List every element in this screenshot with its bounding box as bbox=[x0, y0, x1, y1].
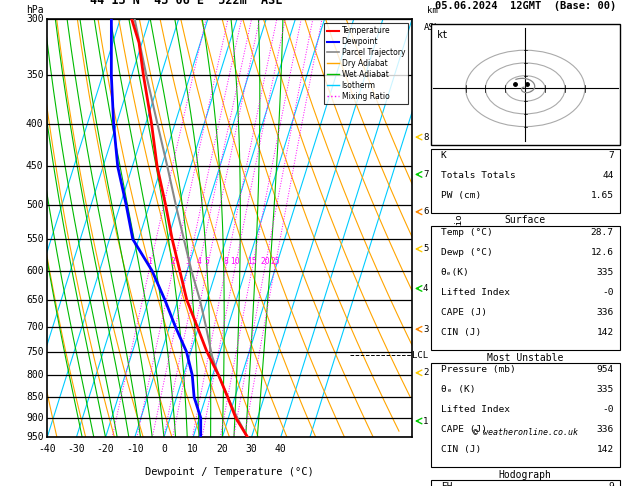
Text: 300: 300 bbox=[26, 15, 43, 24]
Text: 650: 650 bbox=[26, 295, 43, 305]
Text: Surface: Surface bbox=[504, 215, 546, 226]
Text: © weatheronline.co.uk: © weatheronline.co.uk bbox=[473, 428, 577, 436]
Text: ASL: ASL bbox=[424, 23, 440, 32]
Text: 900: 900 bbox=[26, 413, 43, 423]
Text: Dewpoint / Temperature (°C): Dewpoint / Temperature (°C) bbox=[145, 467, 314, 477]
Text: 10: 10 bbox=[187, 444, 199, 453]
Text: Hodograph: Hodograph bbox=[499, 469, 552, 480]
Text: 450: 450 bbox=[26, 161, 43, 172]
Bar bbox=[431, 149, 620, 213]
Text: 7: 7 bbox=[423, 170, 428, 179]
Text: -0: -0 bbox=[603, 288, 614, 297]
Text: 4: 4 bbox=[423, 284, 428, 293]
Text: Pressure (mb): Pressure (mb) bbox=[441, 365, 515, 374]
Text: Totals Totals: Totals Totals bbox=[441, 171, 515, 180]
Bar bbox=[431, 226, 620, 350]
Text: Dewp (°C): Dewp (°C) bbox=[441, 248, 493, 257]
Text: 40: 40 bbox=[275, 444, 287, 453]
Text: 20: 20 bbox=[260, 257, 270, 266]
Text: 2: 2 bbox=[171, 257, 175, 266]
Text: 05.06.2024  12GMT  (Base: 00): 05.06.2024 12GMT (Base: 00) bbox=[435, 1, 616, 11]
Text: 44: 44 bbox=[603, 171, 614, 180]
Text: 336: 336 bbox=[596, 308, 614, 317]
Text: 750: 750 bbox=[26, 347, 43, 357]
Text: 954: 954 bbox=[596, 365, 614, 374]
Text: 1: 1 bbox=[423, 417, 428, 426]
Text: 9: 9 bbox=[608, 482, 614, 486]
Text: -40: -40 bbox=[38, 444, 56, 453]
Text: 20: 20 bbox=[216, 444, 228, 453]
Text: 5: 5 bbox=[205, 257, 209, 266]
Text: 6: 6 bbox=[423, 208, 428, 216]
Text: 850: 850 bbox=[26, 392, 43, 402]
Bar bbox=[431, 363, 620, 468]
Text: Lifted Index: Lifted Index bbox=[441, 405, 509, 414]
Text: 142: 142 bbox=[596, 329, 614, 337]
Text: km: km bbox=[426, 6, 437, 15]
Text: 700: 700 bbox=[26, 322, 43, 331]
Text: Temp (°C): Temp (°C) bbox=[441, 228, 493, 237]
Text: 336: 336 bbox=[596, 425, 614, 434]
Text: CAPE (J): CAPE (J) bbox=[441, 425, 487, 434]
Text: 0: 0 bbox=[161, 444, 167, 453]
Text: 4: 4 bbox=[196, 257, 201, 266]
Text: CIN (J): CIN (J) bbox=[441, 329, 481, 337]
Text: -30: -30 bbox=[67, 444, 85, 453]
Text: kt: kt bbox=[437, 30, 448, 40]
Text: 1.65: 1.65 bbox=[591, 191, 614, 200]
Legend: Temperature, Dewpoint, Parcel Trajectory, Dry Adiabat, Wet Adiabat, Isotherm, Mi: Temperature, Dewpoint, Parcel Trajectory… bbox=[324, 23, 408, 104]
Text: θₑ (K): θₑ (K) bbox=[441, 385, 475, 394]
Text: 800: 800 bbox=[26, 370, 43, 380]
Text: CIN (J): CIN (J) bbox=[441, 445, 481, 454]
Text: 1: 1 bbox=[147, 257, 152, 266]
Text: CAPE (J): CAPE (J) bbox=[441, 308, 487, 317]
Text: EH: EH bbox=[441, 482, 452, 486]
Text: 500: 500 bbox=[26, 200, 43, 209]
Text: 335: 335 bbox=[596, 385, 614, 394]
Text: hPa: hPa bbox=[26, 5, 43, 15]
Text: Mixing Ratio (g/kg): Mixing Ratio (g/kg) bbox=[455, 177, 464, 279]
Text: 25: 25 bbox=[270, 257, 280, 266]
Text: 28.7: 28.7 bbox=[591, 228, 614, 237]
Text: -0: -0 bbox=[603, 405, 614, 414]
Bar bbox=[431, 480, 620, 486]
Text: 30: 30 bbox=[245, 444, 257, 453]
Text: 7: 7 bbox=[608, 151, 614, 160]
Text: -10: -10 bbox=[126, 444, 143, 453]
Text: 950: 950 bbox=[26, 433, 43, 442]
Text: LCL: LCL bbox=[413, 350, 428, 360]
Text: 8: 8 bbox=[223, 257, 228, 266]
Text: 550: 550 bbox=[26, 234, 43, 244]
Text: PW (cm): PW (cm) bbox=[441, 191, 481, 200]
Text: 400: 400 bbox=[26, 119, 43, 129]
Text: 350: 350 bbox=[26, 70, 43, 80]
Text: K: K bbox=[441, 151, 447, 160]
Text: 3: 3 bbox=[186, 257, 191, 266]
Text: 5: 5 bbox=[423, 244, 428, 254]
Text: 8: 8 bbox=[423, 133, 428, 141]
Text: 335: 335 bbox=[596, 268, 614, 277]
Text: 3: 3 bbox=[423, 325, 428, 334]
Text: 10: 10 bbox=[230, 257, 240, 266]
Text: Lifted Index: Lifted Index bbox=[441, 288, 509, 297]
Text: 12.6: 12.6 bbox=[591, 248, 614, 257]
Text: θₑ(K): θₑ(K) bbox=[441, 268, 469, 277]
Text: Most Unstable: Most Unstable bbox=[487, 352, 564, 363]
Text: 15: 15 bbox=[247, 257, 257, 266]
Text: -20: -20 bbox=[97, 444, 114, 453]
Bar bbox=[431, 24, 620, 145]
Text: 2: 2 bbox=[423, 368, 428, 377]
Text: 142: 142 bbox=[596, 445, 614, 454]
Text: 44°13'N  43°06'E  522m  ASL: 44°13'N 43°06'E 522m ASL bbox=[89, 0, 282, 7]
Text: 600: 600 bbox=[26, 266, 43, 276]
